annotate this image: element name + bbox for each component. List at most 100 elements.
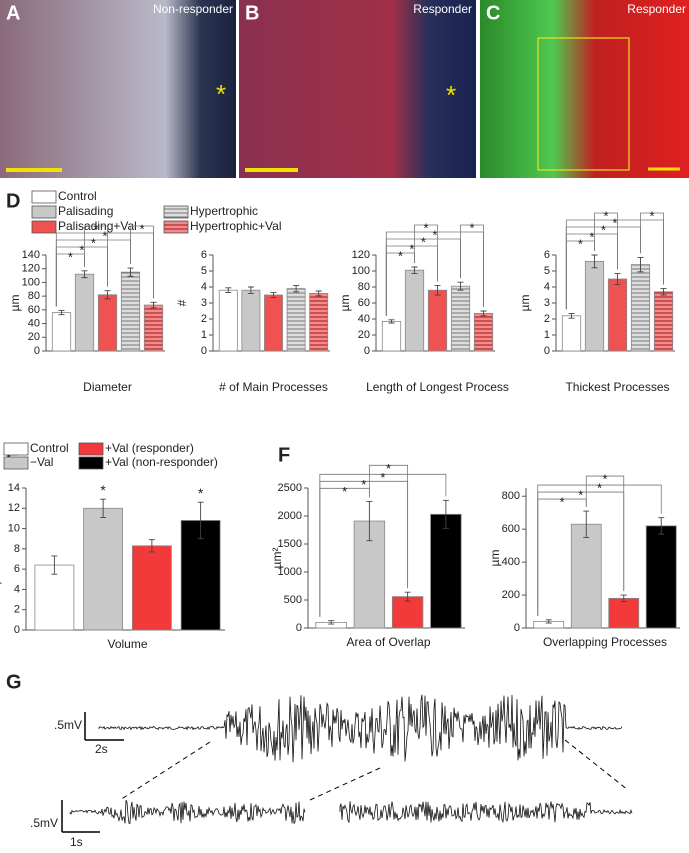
y-tick-label: 140 (22, 249, 40, 261)
scale-label: .5mV (30, 816, 58, 830)
y-tick-label: 80 (358, 281, 370, 293)
y-tick-label: 2 (544, 313, 550, 325)
significance: * (578, 236, 583, 251)
bar (473, 312, 494, 352)
legend-label: −Val (30, 455, 53, 469)
scale-label: .5mV (54, 718, 82, 732)
significance: * (198, 485, 204, 501)
legend-label: Palisading (58, 204, 113, 218)
bar (653, 291, 674, 352)
x-axis-label: Overlapping Processes (543, 635, 667, 649)
significance: * (409, 241, 414, 256)
image-b (239, 0, 476, 178)
bracket (640, 212, 664, 285)
error-bar (658, 517, 665, 535)
error-bar (660, 288, 667, 296)
y-tick-label: 400 (502, 556, 520, 568)
trace (97, 694, 623, 763)
legend-swatch (163, 220, 189, 234)
y-tick-label: 2 (14, 604, 20, 616)
error-bar (411, 266, 418, 274)
error-bar (127, 267, 134, 277)
y-tick-label: 0 (296, 622, 302, 634)
error-bar (583, 510, 590, 538)
bar (180, 520, 221, 631)
x-axis-label: Volume (107, 637, 147, 651)
error-bar (150, 301, 157, 309)
bar (430, 513, 462, 629)
y-tick-label: 6 (14, 563, 20, 575)
panel-label: A (6, 2, 20, 24)
y-tick-label: 14 (8, 482, 20, 494)
error-bar (568, 312, 575, 319)
bar (607, 278, 628, 352)
error-bar (293, 284, 300, 293)
legend-swatch (31, 205, 57, 219)
error-bar (197, 501, 204, 540)
bracket (319, 473, 447, 617)
legend-label: Hypertrophic+Val (190, 219, 282, 233)
bar (83, 507, 124, 631)
significance: * (589, 229, 594, 244)
y-tick-label: 1 (201, 329, 207, 341)
error-bar (58, 310, 65, 316)
y-axis-label: µm (8, 295, 22, 312)
bar (570, 523, 602, 629)
y-axis-label: # (175, 299, 189, 306)
significance: * (578, 487, 583, 502)
y-tick-label: 2000 (278, 510, 302, 522)
y-tick-label: 1500 (278, 538, 302, 550)
significance: * (432, 227, 437, 242)
error-bar (148, 539, 155, 553)
y-tick-label: 60 (28, 304, 40, 316)
error-bar (247, 286, 254, 294)
bracket (368, 464, 409, 589)
significance: * (601, 222, 606, 237)
significance: * (79, 242, 84, 257)
zoom-line (309, 767, 381, 801)
error-bar (225, 287, 232, 294)
bar (34, 564, 75, 631)
y-tick-label: 5 (201, 265, 207, 277)
bar (427, 289, 448, 352)
y-tick-label: 60 (358, 297, 370, 309)
significance: * (649, 208, 654, 223)
significance: * (386, 461, 391, 476)
error-bar (100, 498, 107, 518)
image-marker: * (216, 79, 226, 109)
bar (630, 264, 651, 352)
error-bar (81, 270, 88, 279)
y-tick-label: 120 (352, 249, 370, 261)
bar (584, 260, 605, 352)
panel-label: B (245, 2, 259, 24)
significance: * (602, 471, 607, 486)
y-tick-label: 40 (28, 317, 40, 329)
y-tick-label: 10 (8, 522, 20, 534)
error-bar (637, 256, 644, 273)
y-tick-label: 4 (14, 583, 20, 595)
y-tick-label: 500 (284, 594, 302, 606)
bar (404, 269, 425, 352)
significance: * (380, 470, 385, 485)
legend-label: Hypertrophic (190, 204, 258, 218)
y-tick-label: 2 (201, 313, 207, 325)
significance: * (421, 234, 426, 249)
bar (381, 320, 402, 352)
error-bar (442, 499, 449, 529)
image-label: Non-responder (153, 2, 233, 16)
bar (97, 294, 118, 352)
error-bar (270, 292, 277, 298)
error-bar (620, 594, 627, 603)
y-tick-label: 1000 (278, 566, 302, 578)
y-axis-label: µm (338, 295, 352, 312)
traces: .5mV 2s .5mV 1s (30, 712, 629, 849)
panel-label: F (278, 444, 290, 466)
error-bar (51, 555, 58, 575)
panel-label: D (6, 190, 20, 212)
y-tick-label: 100 (352, 265, 370, 277)
bar (608, 597, 640, 629)
y-tick-label: 100 (22, 276, 40, 288)
significance: * (423, 220, 428, 235)
